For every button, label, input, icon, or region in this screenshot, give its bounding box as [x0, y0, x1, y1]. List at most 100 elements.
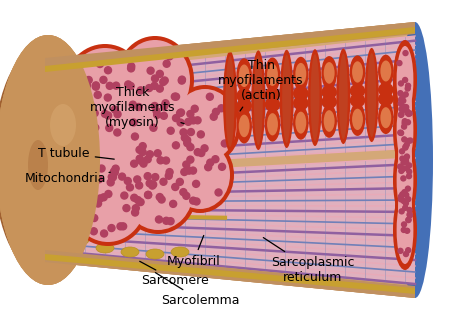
Ellipse shape [223, 51, 237, 152]
Circle shape [178, 109, 184, 116]
Circle shape [215, 189, 222, 196]
Circle shape [403, 144, 408, 149]
Circle shape [190, 197, 197, 204]
Circle shape [405, 110, 410, 115]
Ellipse shape [310, 54, 320, 141]
Circle shape [121, 192, 128, 199]
Ellipse shape [395, 78, 415, 138]
Circle shape [187, 110, 194, 117]
Ellipse shape [395, 128, 415, 188]
Text: Sarcoplasmic
reticulum: Sarcoplasmic reticulum [263, 238, 355, 284]
Circle shape [194, 149, 201, 156]
Circle shape [400, 192, 405, 197]
Ellipse shape [295, 63, 306, 85]
Circle shape [131, 194, 138, 201]
Circle shape [207, 93, 213, 100]
Circle shape [105, 112, 112, 119]
Circle shape [183, 161, 190, 168]
Circle shape [401, 198, 406, 204]
Circle shape [403, 78, 408, 83]
Ellipse shape [393, 190, 417, 270]
Circle shape [190, 117, 197, 124]
Ellipse shape [352, 61, 363, 83]
Circle shape [136, 155, 143, 162]
Ellipse shape [282, 55, 291, 143]
Circle shape [404, 156, 409, 161]
Circle shape [401, 227, 406, 233]
Circle shape [183, 192, 190, 199]
Circle shape [172, 115, 180, 122]
Circle shape [101, 230, 108, 237]
Circle shape [181, 168, 188, 175]
Circle shape [179, 76, 185, 83]
Circle shape [114, 129, 121, 136]
Circle shape [87, 101, 94, 108]
Ellipse shape [378, 101, 394, 134]
Ellipse shape [71, 235, 89, 245]
Circle shape [146, 85, 153, 92]
Circle shape [92, 82, 99, 89]
Circle shape [401, 166, 406, 171]
Circle shape [399, 209, 404, 214]
Circle shape [144, 191, 152, 198]
Circle shape [137, 198, 144, 205]
Circle shape [405, 228, 410, 233]
Circle shape [399, 107, 404, 112]
Ellipse shape [293, 106, 309, 140]
Ellipse shape [324, 62, 335, 84]
Circle shape [132, 205, 140, 212]
Circle shape [398, 197, 403, 202]
Circle shape [191, 105, 198, 112]
Circle shape [131, 133, 139, 140]
Ellipse shape [350, 93, 365, 108]
Ellipse shape [123, 154, 193, 230]
Ellipse shape [293, 96, 309, 110]
Circle shape [193, 198, 200, 205]
Circle shape [403, 51, 408, 56]
Ellipse shape [350, 56, 365, 89]
Circle shape [402, 137, 407, 142]
Circle shape [407, 212, 412, 217]
Circle shape [106, 124, 113, 131]
Circle shape [398, 164, 403, 169]
Ellipse shape [396, 146, 414, 214]
Circle shape [219, 163, 225, 170]
Circle shape [105, 190, 112, 197]
Ellipse shape [339, 54, 348, 139]
Circle shape [162, 100, 169, 107]
Ellipse shape [126, 95, 198, 175]
Circle shape [187, 144, 194, 151]
Circle shape [144, 156, 151, 163]
Circle shape [163, 60, 170, 67]
Circle shape [107, 179, 114, 186]
Circle shape [399, 168, 404, 174]
Ellipse shape [308, 49, 322, 146]
Circle shape [136, 146, 143, 153]
Ellipse shape [225, 56, 234, 147]
Circle shape [185, 118, 192, 125]
Circle shape [403, 120, 408, 125]
Circle shape [131, 209, 139, 216]
Circle shape [176, 178, 183, 185]
Circle shape [185, 167, 193, 174]
Text: Thick
myofilaments
(myosin): Thick myofilaments (myosin) [90, 86, 184, 129]
Ellipse shape [122, 91, 202, 179]
Circle shape [112, 165, 119, 172]
Circle shape [79, 106, 86, 113]
Circle shape [400, 149, 405, 154]
Ellipse shape [0, 48, 87, 272]
Ellipse shape [236, 108, 252, 144]
Ellipse shape [378, 55, 394, 87]
Ellipse shape [71, 97, 159, 193]
Circle shape [167, 127, 174, 134]
Ellipse shape [321, 85, 337, 99]
Circle shape [406, 248, 411, 253]
Circle shape [163, 217, 170, 224]
Circle shape [201, 145, 208, 152]
Polygon shape [45, 22, 415, 298]
Circle shape [401, 124, 407, 129]
Circle shape [112, 106, 118, 113]
Ellipse shape [173, 89, 237, 161]
Circle shape [184, 137, 191, 144]
Circle shape [140, 160, 147, 167]
